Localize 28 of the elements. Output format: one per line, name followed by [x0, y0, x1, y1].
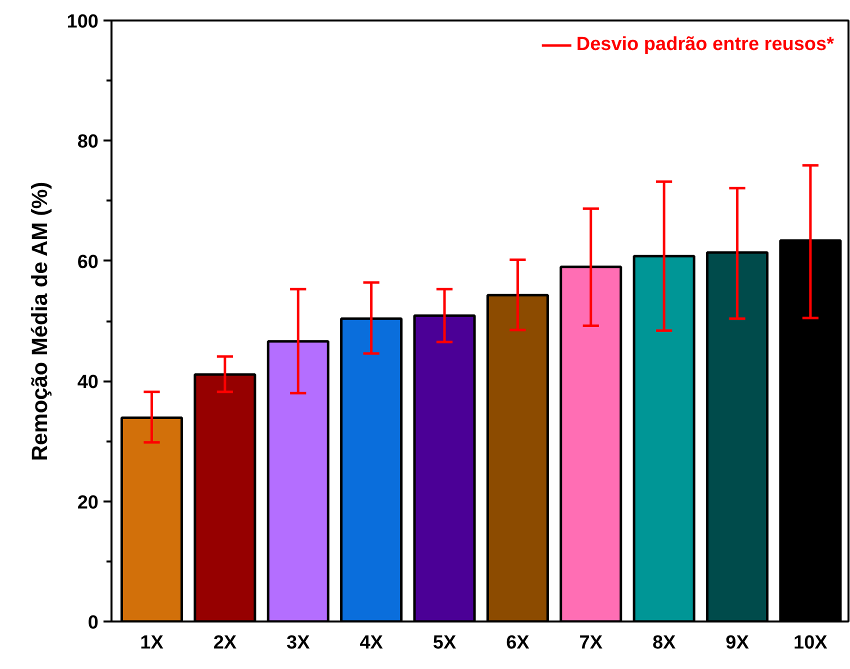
bar — [779, 239, 842, 622]
x-tick-label: 5X — [432, 632, 456, 654]
y-tick-label: 40 — [77, 372, 99, 394]
bar — [706, 251, 769, 622]
bar — [120, 416, 184, 622]
bar — [194, 373, 256, 622]
y-tick-label: 80 — [77, 132, 99, 153]
y-tick-label: 20 — [77, 492, 99, 514]
x-tick-label: 7X — [579, 632, 603, 654]
y-tick-label: 100 — [66, 12, 98, 32]
y-tick-label: 60 — [77, 252, 99, 273]
x-tick-label: 6X — [506, 632, 530, 654]
bar — [632, 254, 696, 622]
x-tick-label: 2X — [213, 632, 237, 654]
x-tick-label: 3X — [286, 632, 310, 654]
x-tick-label: 10X — [794, 632, 828, 654]
y-axis-title: Remoção Média de AM (%) — [26, 182, 52, 461]
bar — [486, 294, 549, 622]
x-tick-label: 8X — [652, 632, 676, 654]
x-tick-label: 9X — [726, 632, 750, 654]
x-tick-label: 1X — [140, 632, 164, 654]
bar — [560, 266, 622, 622]
bar — [340, 317, 403, 622]
bar — [266, 340, 330, 622]
annotation: Desvio padrão entre reusos* — [576, 34, 834, 56]
y-tick-label: 0 — [88, 612, 99, 634]
bar — [413, 314, 476, 622]
x-tick-label: 4X — [360, 632, 384, 654]
